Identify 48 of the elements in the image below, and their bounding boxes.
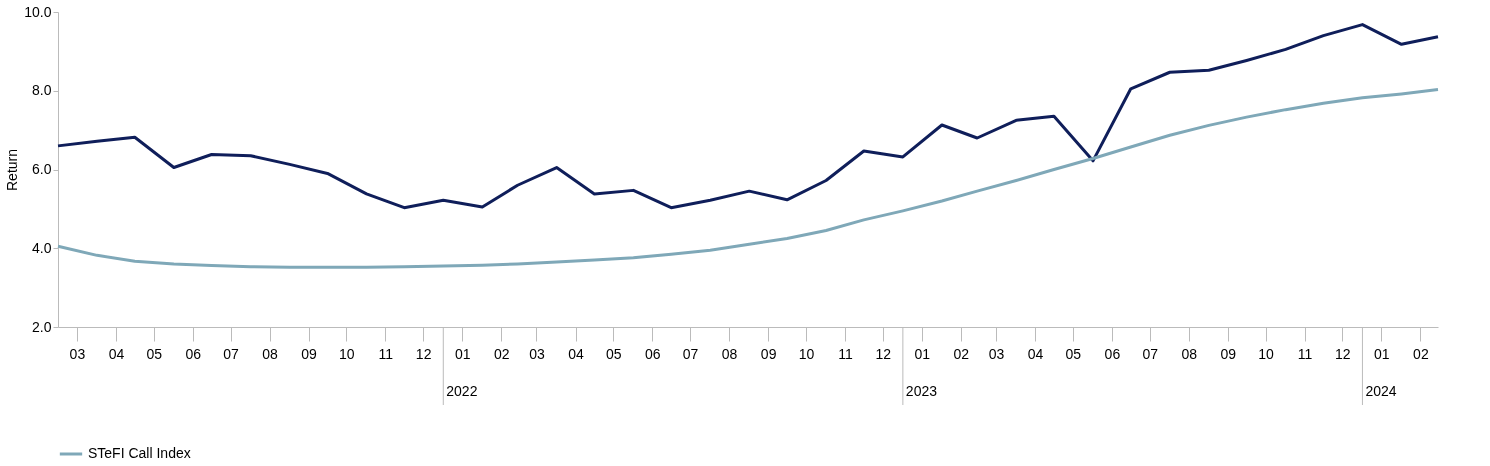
x-tick-label: 10 xyxy=(1258,345,1274,362)
x-tick-label: 08 xyxy=(1181,345,1198,362)
x-tick-label: 07 xyxy=(1142,345,1159,362)
y-tick-label: 10.0 xyxy=(24,3,52,20)
x-tick-label: 08 xyxy=(721,345,738,362)
x-tick-label: 06 xyxy=(645,345,661,362)
x-tick-label: 09 xyxy=(301,345,318,362)
line-series xyxy=(56,23,1440,210)
x-tick-label: 12 xyxy=(1335,345,1351,362)
x-tick-label: 05 xyxy=(1065,345,1082,362)
x-tick-label: 10 xyxy=(339,345,355,362)
y-tick-label: 2.0 xyxy=(32,318,52,335)
y-axis-title: Return xyxy=(4,148,21,192)
x-tick-label: 01 xyxy=(454,345,471,362)
x-tick-label: 04 xyxy=(108,345,125,362)
y-tick-label: 4.0 xyxy=(32,239,52,256)
x-tick-label: 02 xyxy=(1413,345,1429,362)
x-tick-label: 05 xyxy=(605,345,622,362)
text: 2024 xyxy=(1365,383,1397,399)
text: 2023 xyxy=(905,383,938,399)
x-tick-label: 02 xyxy=(953,345,970,362)
x-tick-label: 03 xyxy=(529,345,545,362)
text: 2022 xyxy=(446,383,478,399)
x-tick-label: 11 xyxy=(838,345,853,362)
x-tick-label: 06 xyxy=(1104,345,1121,362)
x-tick-label: 03 xyxy=(69,345,86,362)
x-tick-label: 07 xyxy=(682,345,699,362)
y-tick-label: 8.0 xyxy=(32,82,52,99)
x-tick-label: 10 xyxy=(798,345,815,362)
x-tick-label: 12 xyxy=(415,345,432,362)
x-tick-label: 01 xyxy=(1374,345,1390,362)
x-tick-label: 01 xyxy=(914,345,931,362)
x-tick-label: 09 xyxy=(760,345,777,362)
x-tick-label: 02 xyxy=(493,345,510,362)
x-tick-label: 11 xyxy=(378,345,394,362)
x-tick-label: 07 xyxy=(223,345,239,362)
x-tick-label: 06 xyxy=(185,345,202,362)
line-series xyxy=(56,88,1440,269)
x-tick-label: 04 xyxy=(568,345,584,362)
x-tick-label: 04 xyxy=(1027,345,1044,362)
x-tick-label: 11 xyxy=(1297,345,1313,362)
x-tick-label: 09 xyxy=(1220,345,1237,362)
x-tick-label: 05 xyxy=(146,345,163,362)
x-tick-label: 08 xyxy=(262,345,279,362)
y-tick-label: 6.0 xyxy=(32,161,52,177)
x-tick-label: 03 xyxy=(988,345,1005,362)
legend-label: STeFI Call Index xyxy=(88,445,191,461)
x-tick-label: 12 xyxy=(875,345,892,362)
